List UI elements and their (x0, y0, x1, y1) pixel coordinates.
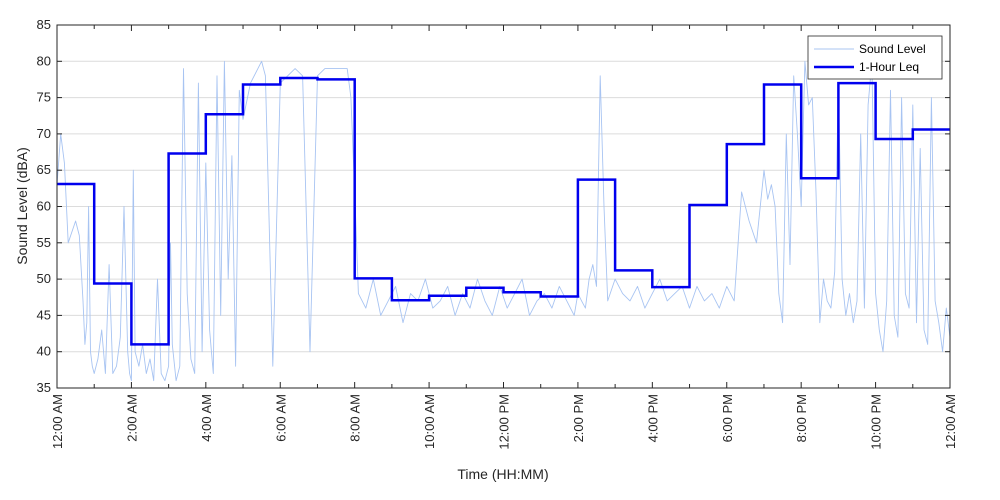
legend-label-sound-level: Sound Level (859, 42, 926, 56)
x-tick-label: 8:00 AM (348, 394, 363, 442)
legend-label-hour-leq: 1-Hour Leq (859, 60, 919, 74)
y-tick-label: 55 (37, 235, 51, 250)
y-tick-label: 60 (37, 199, 51, 214)
x-tick-label: 12:00 AM (50, 394, 65, 449)
y-tick-label: 85 (37, 17, 51, 32)
legend: Sound Level 1-Hour Leq (807, 35, 943, 80)
x-tick-label: 10:00 PM (869, 394, 884, 450)
x-tick-label: 2:00 AM (124, 394, 139, 442)
y-tick-label: 75 (37, 90, 51, 105)
x-tick-label: 4:00 PM (645, 394, 660, 442)
x-tick-label: 10:00 AM (422, 394, 437, 449)
y-tick-label: 80 (37, 53, 51, 68)
x-axis-label: Time (HH:MM) (457, 466, 548, 482)
x-tick-label: 12:00 AM (943, 394, 958, 449)
series-hour-leq-step (57, 76, 950, 346)
x-tick-label: 12:00 PM (497, 394, 512, 450)
y-tick-label: 35 (37, 380, 51, 395)
y-tick-label: 70 (37, 126, 51, 141)
x-tick-label: 6:00 PM (720, 394, 735, 442)
y-tick-label: 50 (37, 271, 51, 286)
y-tick-label: 45 (37, 307, 51, 322)
y-tick-label: 65 (37, 162, 51, 177)
x-tick-label: 6:00 AM (273, 394, 288, 442)
series-layer (57, 60, 950, 382)
axis-ticks: 35 40 45 50 55 60 65 70 75 80 85 12:00 AM 2:00 AM 4:0… (37, 17, 958, 450)
legend-box (807, 35, 943, 80)
x-tick-label: 8:00 PM (794, 394, 809, 442)
x-tick-label: 2:00 PM (571, 394, 586, 442)
y-tick-label: 40 (37, 344, 51, 359)
x-tick-label: 4:00 AM (199, 394, 214, 442)
y-axis-label: Sound Level (dBA) (14, 147, 30, 265)
